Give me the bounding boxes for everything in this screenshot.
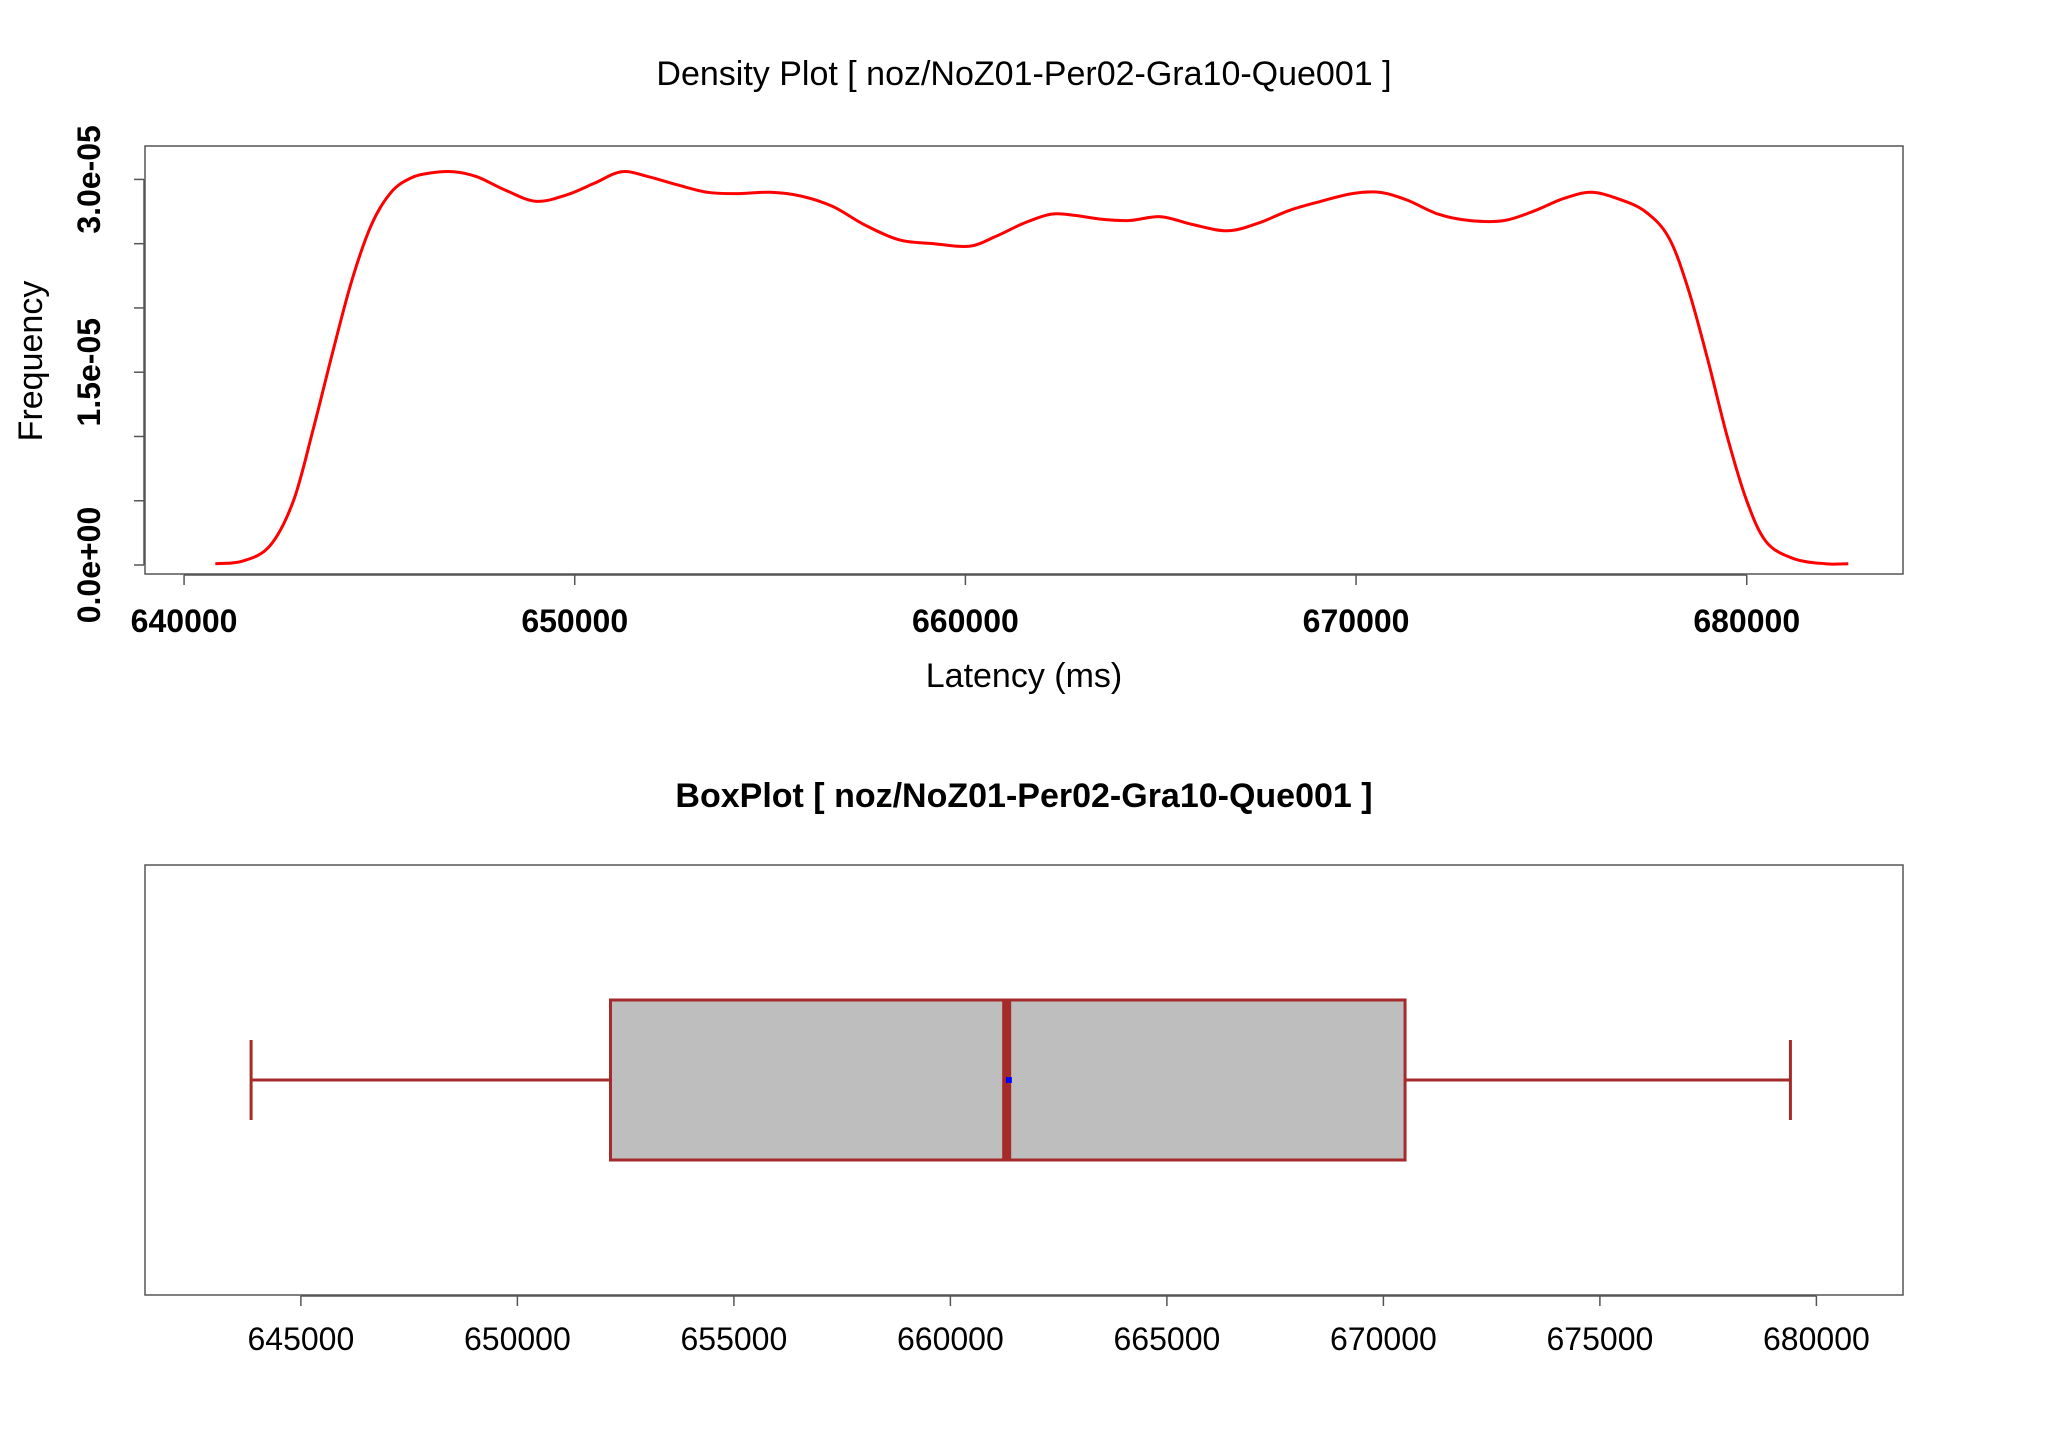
density-plot: Density Plot [ noz/NoZ01-Per02-Gra10-Que… bbox=[12, 55, 1904, 695]
box-plot: BoxPlot [ noz/NoZ01-Per02-Gra10-Que001 ]… bbox=[144, 777, 1904, 1357]
density-y-axis-label: Frequency bbox=[12, 281, 50, 442]
box-x-tick-label: 655000 bbox=[680, 1321, 787, 1357]
density-x-tick-label: 680000 bbox=[1693, 603, 1800, 639]
density-x-tick-label: 660000 bbox=[912, 603, 1019, 639]
density-y-tick-label: 0.0e+00 bbox=[71, 507, 107, 624]
density-plot-frame bbox=[144, 145, 1904, 575]
mean-marker bbox=[1005, 1077, 1012, 1083]
box-x-tick-label: 660000 bbox=[897, 1321, 1004, 1357]
density-y-tick-label: 3.0e-05 bbox=[71, 125, 107, 234]
density-x-tick-label: 640000 bbox=[131, 603, 238, 639]
box-plot-frame bbox=[144, 864, 1904, 1296]
box-x-tick-label: 670000 bbox=[1330, 1321, 1437, 1357]
box-x-tick-label: 645000 bbox=[247, 1321, 354, 1357]
box-marks bbox=[249, 998, 1792, 1162]
box-x-tick-label: 680000 bbox=[1763, 1321, 1870, 1357]
density-x-tick-label: 670000 bbox=[1303, 603, 1410, 639]
box-x-tick-label: 665000 bbox=[1114, 1321, 1221, 1357]
density-x-axis-label: Latency (ms) bbox=[926, 657, 1123, 695]
density-x-axis: 640000 650000 660000 670000 680000 bbox=[131, 574, 1800, 639]
density-curve bbox=[215, 169, 1849, 566]
density-x-tick-label: 650000 bbox=[521, 603, 628, 639]
box-x-axis: 645000 650000 655000 660000 665000 670000 6750… bbox=[247, 1295, 1870, 1357]
box-x-tick-label: 675000 bbox=[1547, 1321, 1654, 1357]
density-plot-title: Density Plot [ noz/NoZ01-Per02-Gra10-Que… bbox=[656, 55, 1391, 93]
density-y-tick-label: 1.5e-05 bbox=[71, 318, 107, 427]
box-plot-title: BoxPlot [ noz/NoZ01-Per02-Gra10-Que001 ] bbox=[675, 777, 1372, 815]
density-y-axis: 0.0e+00 1.5e-05 3.0e-05 bbox=[71, 125, 145, 624]
box-x-tick-label: 650000 bbox=[464, 1321, 571, 1357]
